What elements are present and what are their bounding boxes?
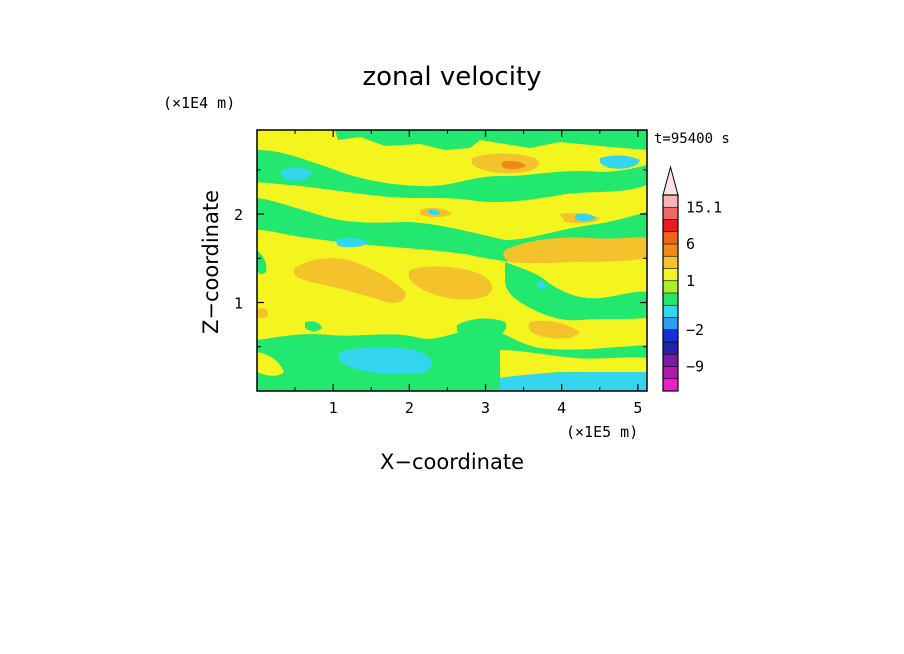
colorbar-label: 1 — [686, 272, 695, 290]
time-label: t=95400 s — [654, 131, 730, 147]
field-band-orange — [408, 266, 493, 300]
field-band-cyan — [500, 372, 647, 391]
colorbar-frame — [662, 194, 679, 392]
x-tick-label: 1 — [329, 399, 338, 417]
y-axis: 12 — [234, 169, 647, 348]
colorbar-level — [663, 195, 678, 208]
x-unit-label: (×1E5 m) — [566, 423, 638, 441]
colorbar-level — [663, 256, 678, 269]
colorbar-level — [663, 244, 678, 257]
field-band-dark-orange — [502, 161, 526, 170]
colorbar-level — [663, 305, 678, 318]
x-tick-label: 2 — [405, 399, 414, 417]
colorbar-level — [663, 280, 678, 293]
field-band-green — [257, 130, 647, 150]
colorbar-level — [663, 366, 678, 379]
field-band-orange — [293, 258, 406, 303]
y-tick-label: 2 — [234, 206, 243, 224]
field-band-cyan — [428, 209, 440, 216]
colorbar: 15.1 6 1 −2 −9 — [662, 165, 722, 392]
colorbar-level — [663, 342, 678, 355]
x-axis: 1 2 3 4 5 — [294, 130, 642, 417]
x-axis-title: X−coordinate — [380, 450, 524, 474]
field-band-cyan — [335, 237, 368, 248]
field-band-yellow — [257, 352, 284, 376]
field-band-orange — [257, 307, 268, 319]
field-band-cyan — [338, 347, 433, 375]
y-axis-title: Z−coordinate — [199, 190, 223, 334]
x-tick-label: 4 — [557, 399, 566, 417]
field-band-cyan — [575, 213, 596, 222]
field-band-orange — [528, 320, 580, 339]
field-band-yellow — [500, 350, 647, 380]
colorbar-level — [663, 207, 678, 220]
x-tick-label: 5 — [633, 399, 642, 417]
colorbar-level — [663, 231, 678, 244]
colorbar-label: −2 — [686, 321, 704, 339]
field-band-orange — [503, 237, 647, 264]
field-band-green — [505, 262, 647, 321]
contour-field — [257, 130, 647, 391]
plot-frame — [256, 129, 648, 392]
field-band-green — [456, 318, 507, 343]
colorbar-label: 15.1 — [686, 198, 722, 216]
colorbar-extend-arrow — [662, 165, 679, 196]
chart-title: zonal velocity — [362, 62, 541, 92]
colorbar-level — [663, 317, 678, 330]
field-band-cyan — [599, 155, 640, 169]
colorbar-label: −9 — [686, 358, 704, 376]
colorbar-level — [663, 329, 678, 342]
y-tick-label: 1 — [234, 295, 243, 313]
field-band-green — [305, 321, 322, 331]
field-band-cyan — [280, 167, 312, 181]
colorbar-level — [663, 354, 678, 367]
field-band-cyan — [537, 281, 546, 290]
colorbar-label: 6 — [686, 235, 695, 253]
colorbar-level — [663, 293, 678, 306]
field-band-green — [257, 250, 267, 275]
colorbar-level — [663, 268, 678, 281]
colorbar-level — [663, 378, 678, 391]
field-band-green — [257, 150, 647, 203]
y-unit-label: (×1E4 m) — [163, 94, 235, 112]
colorbar-level — [663, 219, 678, 232]
x-tick-label: 3 — [481, 399, 490, 417]
